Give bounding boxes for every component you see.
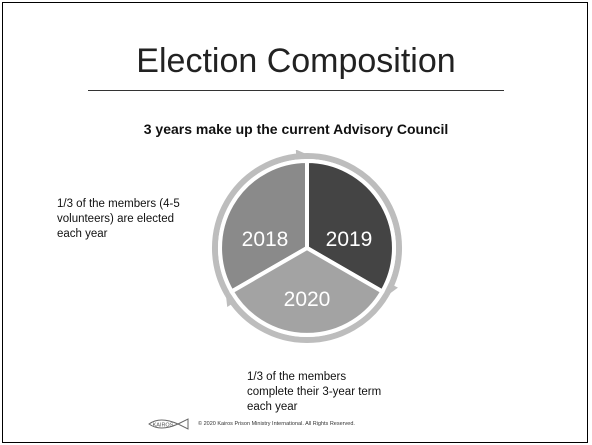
slide-subtitle: 3 years make up the current Advisory Cou… bbox=[143, 121, 449, 137]
copyright-text: © 2020 Kairos Prison Ministry Internatio… bbox=[198, 421, 355, 427]
slide-title: Election Composition bbox=[136, 42, 456, 80]
note-term-complete: 1/3 of the members complete their 3-year… bbox=[247, 371, 382, 413]
kairos-logo: KAIROS bbox=[148, 418, 189, 430]
arrowhead-icon bbox=[385, 281, 398, 297]
cycle-diagram: 2018 2019 2020 bbox=[211, 150, 403, 343]
note-elected-each-year: 1/3 of the members (4-5 volunteers) are … bbox=[57, 198, 180, 240]
title-divider bbox=[88, 90, 504, 91]
cycle-arrow-ring-3 bbox=[211, 153, 308, 296]
cycle-arrow-ring-1 bbox=[306, 153, 403, 296]
cycle-arrow-ring-2 bbox=[224, 292, 390, 343]
footer: KAIROS © 2020 Kairos Prison Ministry Int… bbox=[148, 416, 355, 432]
arrowhead-icon bbox=[225, 291, 239, 307]
segment-label-2020: 2020 bbox=[284, 288, 331, 311]
svg-text:KAIROS: KAIROS bbox=[153, 423, 174, 429]
segment-2020 bbox=[228, 245, 386, 337]
segment-label-2018: 2018 bbox=[242, 228, 289, 251]
segment-label-2019: 2019 bbox=[326, 228, 373, 251]
